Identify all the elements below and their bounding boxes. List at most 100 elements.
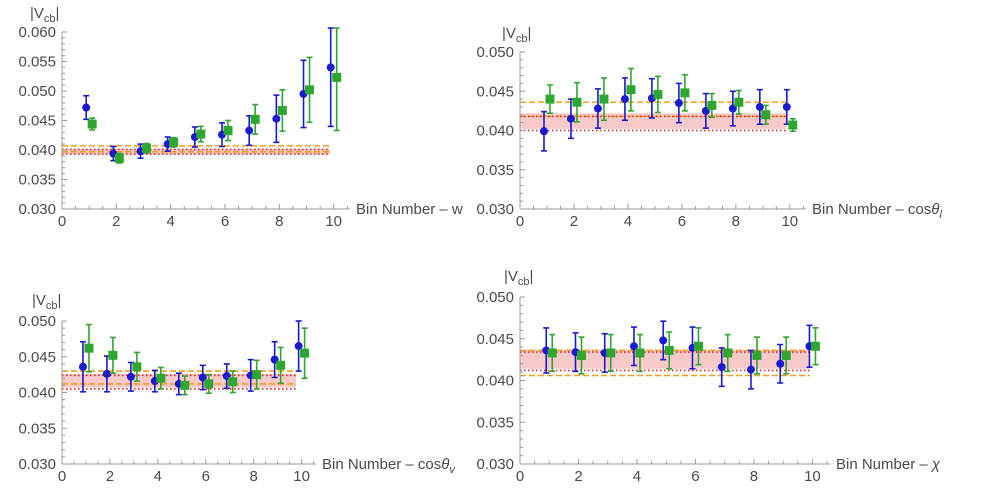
x-tick-label: 4 <box>633 468 641 485</box>
y-tick-label: 0.035 <box>18 420 56 437</box>
panel-top-right: 0 2 4 6 8 100.0300.0350.0400.0450.050|Vcb|Bin… <box>476 25 942 230</box>
x-axis-title: Bin Number – cosθv <box>322 456 456 476</box>
y-axis-title-main: |V <box>502 25 516 42</box>
green-square-point <box>781 350 791 360</box>
green-square-point <box>300 348 310 358</box>
x-tick-label: 10 <box>781 213 798 230</box>
x-tick-label: 0 <box>516 213 524 230</box>
y-tick-label: 0.050 <box>18 313 56 330</box>
y-tick-label: 0.045 <box>476 83 514 100</box>
x-tick-label: 0 <box>516 468 524 485</box>
green-square-point <box>204 379 214 389</box>
y-axis-title-close: | <box>528 25 532 42</box>
x-tick-label: 0 <box>58 468 66 485</box>
x-axis-title: Bin Number – w <box>356 201 463 218</box>
x-axis-title-main: Bin Number – cos <box>812 201 931 218</box>
y-axis-title-main: |V <box>30 5 44 22</box>
green-square-point <box>156 373 166 383</box>
y-tick-label: 0.030 <box>18 456 56 473</box>
panel-bottom-right: 0 2 4 6 8 100.0300.0350.0400.0450.050|Vcb|Bin… <box>476 268 940 485</box>
y-axis-title-sub: cb <box>518 276 530 288</box>
green-square-point <box>252 370 262 380</box>
green-square-point <box>223 126 233 136</box>
green-square-point <box>132 362 142 372</box>
x-axis-title: Bin Number – cosθl <box>812 201 942 221</box>
green-square-point <box>180 380 190 390</box>
green-square-point <box>788 120 798 130</box>
x-axis-title-symbol: χ <box>930 456 941 473</box>
blue-circle-point <box>294 342 303 351</box>
y-tick-label: 0.050 <box>476 44 514 61</box>
x-tick-label: 2 <box>106 468 114 485</box>
y-axis-title: |Vcb| <box>504 268 533 288</box>
blue-circle-point <box>620 95 629 104</box>
y-tick-label: 0.060 <box>18 24 56 41</box>
blue-circle-point <box>326 63 335 72</box>
green-square-point <box>142 143 152 153</box>
green-square-point <box>228 377 238 387</box>
blue-circle-point <box>746 365 755 374</box>
panel-bottom-left: 0 2 4 6 8 100.0300.0350.0400.0450.050|Vcb|Bin… <box>18 292 456 485</box>
green-square-point <box>332 72 342 82</box>
green-square-point <box>693 341 703 351</box>
panel-top-left: 0 2 4 6 8 10 0.030 0.035 0.040 0.045 0.050 0.055 0.0… <box>18 5 462 230</box>
x-tick-label: 6 <box>221 213 229 230</box>
x-tick-label: 10 <box>293 468 310 485</box>
green-square-point <box>305 85 315 95</box>
blue-circle-point <box>245 126 254 135</box>
green-square-point <box>761 110 771 120</box>
y-axis-title-sub: cb <box>44 13 56 25</box>
y-tick-label: 0.040 <box>18 385 56 402</box>
x-tick-label: 10 <box>804 468 821 485</box>
green-square-point <box>277 105 287 115</box>
green-square-point <box>664 345 674 355</box>
blue-circle-point <box>102 369 111 378</box>
x-axis-title: Bin Number – χ <box>836 456 941 473</box>
y-axis-title-main: |V <box>504 268 518 285</box>
y-axis-title: |Vcb| <box>32 292 61 312</box>
green-square-point <box>84 343 94 353</box>
y-tick-label: 0.035 <box>476 162 514 179</box>
y-tick-label: 0.050 <box>18 83 56 100</box>
error-band <box>62 148 330 155</box>
y-tick-label: 0.040 <box>18 142 56 159</box>
green-square-point <box>576 350 586 360</box>
y-tick-label: 0.030 <box>476 456 514 473</box>
x-tick-label: 4 <box>624 213 632 230</box>
green-square-point <box>547 348 557 358</box>
x-tick-label: 6 <box>678 213 686 230</box>
x-axis-title-main: Bin Number – cos <box>322 456 441 473</box>
green-square-point <box>276 360 286 370</box>
x-tick-label: 0 <box>58 213 66 230</box>
green-square-point <box>752 350 762 360</box>
x-tick-label: 8 <box>750 468 758 485</box>
green-square-point <box>114 153 124 163</box>
blue-circle-point <box>566 114 575 123</box>
x-axis-title-sub: l <box>939 209 942 221</box>
green-square-point <box>810 341 820 351</box>
green-square-point <box>707 100 717 110</box>
x-tick-label: 2 <box>574 468 582 485</box>
green-square-point <box>572 97 582 107</box>
y-tick-label: 0.055 <box>18 54 56 71</box>
blue-circle-point <box>126 372 135 381</box>
x-tick-label: 2 <box>570 213 578 230</box>
y-tick-label: 0.040 <box>476 123 514 140</box>
green-square-point <box>734 97 744 107</box>
x-axis-title-main: Bin Number – w <box>356 201 463 218</box>
y-axis-title-close: | <box>58 292 62 309</box>
blue-circle-point <box>539 127 548 136</box>
x-axis-title-main: Bin Number – <box>836 456 932 473</box>
y-tick-label: 0.045 <box>18 349 56 366</box>
y-axis-title: |Vcb| <box>30 5 59 25</box>
x-tick-label: 8 <box>275 213 283 230</box>
x-tick-label: 10 <box>325 213 342 230</box>
y-tick-label: 0.035 <box>18 172 56 189</box>
y-tick-label: 0.040 <box>476 373 514 390</box>
y-tick-label: 0.030 <box>18 201 56 218</box>
x-axis-title-symbol: θ <box>931 201 939 218</box>
blue-circle-point <box>78 362 87 371</box>
green-square-point <box>653 89 663 99</box>
y-tick-label: 0.045 <box>476 331 514 348</box>
